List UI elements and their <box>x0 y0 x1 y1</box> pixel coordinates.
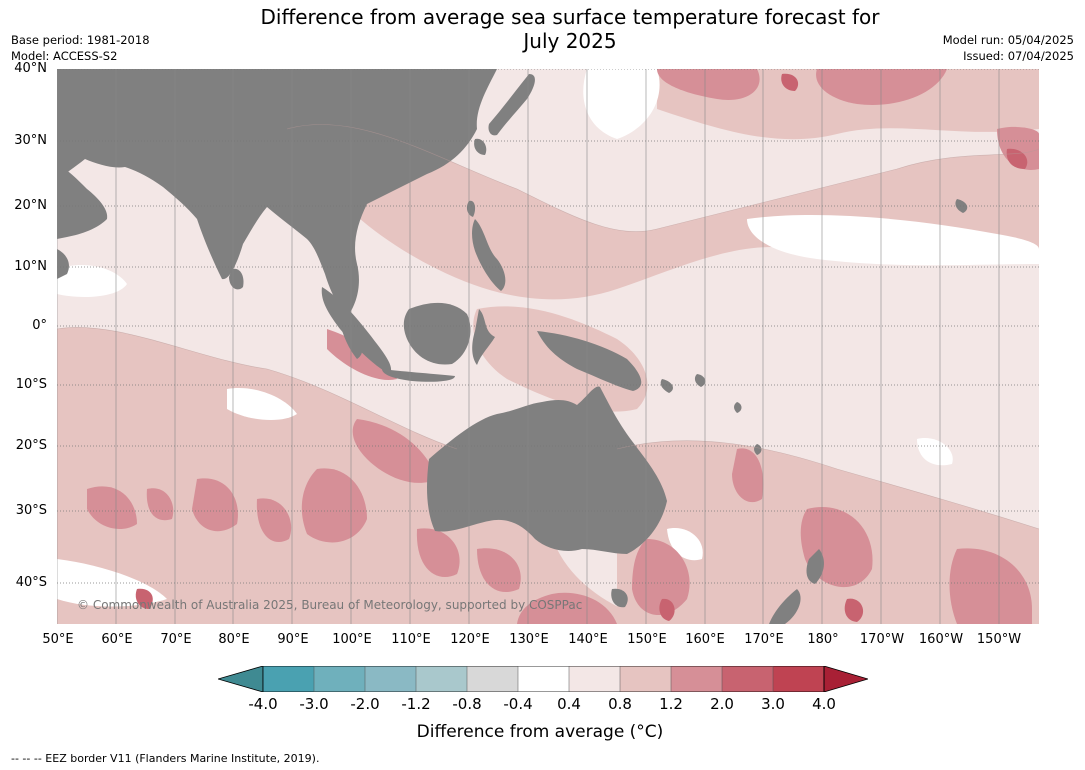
lon-label-150e: 150°E <box>627 632 667 647</box>
colorbar-segment-2 <box>314 666 365 692</box>
sst-anomaly-map <box>57 69 1039 624</box>
base-period: Base period: 1981-2018 <box>11 33 150 47</box>
lon-label-180: 180° <box>807 632 839 647</box>
colorbar-label-5: -0.8 <box>452 695 482 713</box>
colorbar-segment-11 <box>773 666 824 692</box>
model-name: Model: ACCESS-S2 <box>11 49 118 63</box>
colorbar-segment-6 <box>518 666 569 692</box>
colorbar-segment-10 <box>722 666 773 692</box>
map-canvas <box>57 69 1039 624</box>
lat-label-20n: 20°N <box>14 198 47 213</box>
colorbar-label-6: -0.4 <box>503 695 533 713</box>
colorbar-segment-3 <box>365 666 416 692</box>
colorbar-max-arrow <box>823 666 868 692</box>
meta-left: Base period: 1981-2018 Model: ACCESS-S2 <box>11 32 150 64</box>
lat-label-40n: 40°N <box>14 61 47 76</box>
eez-footnote: -- -- -- EEZ border V11 (Flanders Marine… <box>11 752 320 765</box>
lat-label-30s: 30°S <box>15 503 47 518</box>
colorbar-label-9: 1.2 <box>659 695 683 713</box>
lat-label-10s: 10°S <box>15 377 47 392</box>
model-run: Model run: 05/04/2025 <box>942 33 1074 47</box>
colorbar-segment-5 <box>467 666 518 692</box>
lon-label-80e: 80°E <box>218 632 250 647</box>
colorbar-label-11: 3.0 <box>761 695 785 713</box>
colorbar-segment-8 <box>620 666 671 692</box>
lon-label-90e: 90°E <box>277 632 309 647</box>
colorbar-label-8: 0.8 <box>608 695 632 713</box>
lat-label-0: 0° <box>32 318 47 333</box>
lat-label-30n: 30°N <box>14 133 47 148</box>
title-line-2: July 2025 <box>523 29 617 53</box>
copyright-notice: © Commonwealth of Australia 2025, Bureau… <box>77 598 583 612</box>
lon-label-120e: 120°E <box>450 632 490 647</box>
lat-label-20s: 20°S <box>15 438 47 453</box>
meta-right: Model run: 05/04/2025 Issued: 07/04/2025 <box>943 32 1074 64</box>
lat-label-10n: 10°N <box>14 259 47 274</box>
colorbar-segment-1 <box>263 666 314 692</box>
title-line-1: Difference from average sea surface temp… <box>260 5 880 29</box>
colorbar-min-arrow <box>218 666 264 692</box>
map-title: Difference from average sea surface temp… <box>200 5 940 53</box>
colorbar-label-4: -1.2 <box>401 695 431 713</box>
lon-label-170e: 170°E <box>744 632 784 647</box>
lon-label-170w: 170°W <box>859 632 905 647</box>
colorbar-segment-4 <box>416 666 467 692</box>
lon-label-160w: 160°W <box>918 632 964 647</box>
lon-label-150w: 150°W <box>976 632 1022 647</box>
colorbar-label-3: -2.0 <box>350 695 380 713</box>
colorbar-segment-9 <box>671 666 722 692</box>
colorbar <box>218 666 868 692</box>
issued-date: Issued: 07/04/2025 <box>963 49 1074 63</box>
lon-label-50e: 50°E <box>42 632 74 647</box>
colorbar-segment-7 <box>569 666 620 692</box>
landmass-group <box>57 69 968 624</box>
lon-label-100e: 100°E <box>332 632 372 647</box>
lon-label-70e: 70°E <box>160 632 192 647</box>
colorbar-label-1: -4.0 <box>248 695 278 713</box>
colorbar-label-2: -3.0 <box>299 695 329 713</box>
lon-label-60e: 60°E <box>101 632 133 647</box>
colorbar-label-12: 4.0 <box>812 695 836 713</box>
colorbar-label-10: 2.0 <box>710 695 734 713</box>
lon-label-130e: 130°E <box>509 632 549 647</box>
colorbar-title: Difference from average (°C) <box>416 722 664 742</box>
lon-label-160e: 160°E <box>685 632 725 647</box>
colorbar-label-7: 0.4 <box>557 695 581 713</box>
lon-label-110e: 110°E <box>391 632 431 647</box>
lat-label-40s: 40°S <box>15 575 47 590</box>
lon-label-140e: 140°E <box>568 632 608 647</box>
